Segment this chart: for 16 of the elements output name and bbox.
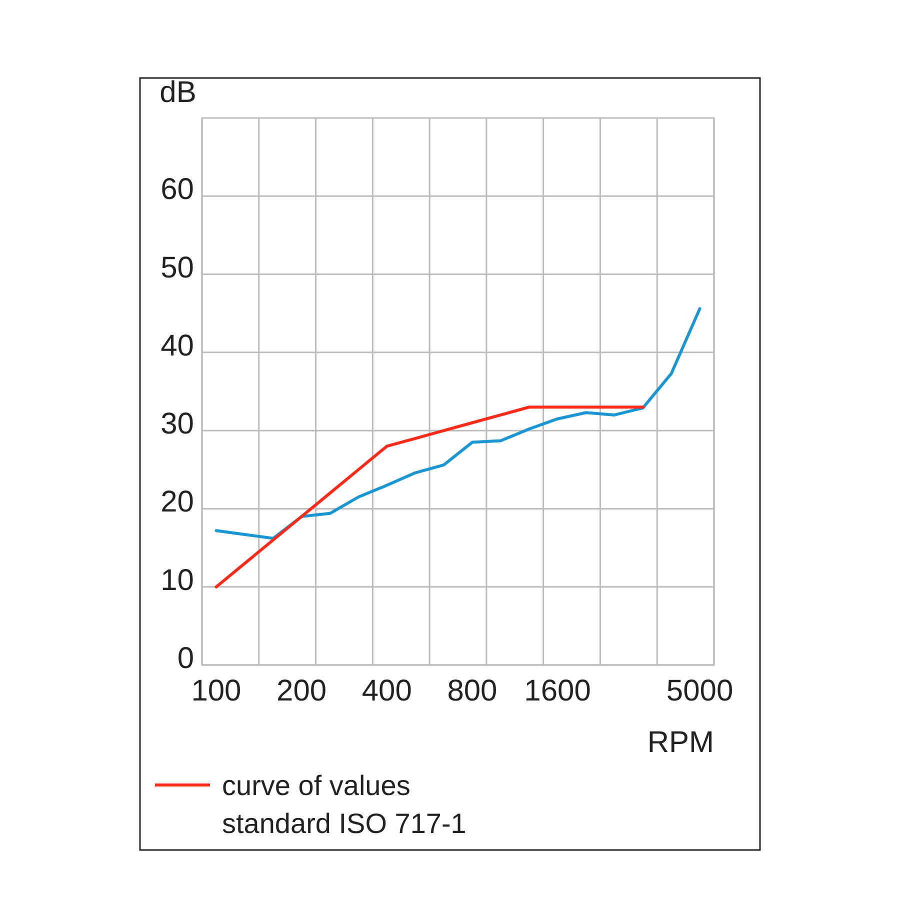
y-tick-label: 0 (177, 642, 194, 675)
y-axis-title: dB (160, 76, 196, 109)
y-tick-label: 40 (160, 329, 194, 362)
x-tick-label: 1600 (524, 674, 591, 708)
x-tick-label: 400 (362, 674, 412, 708)
x-tick-label: 100 (191, 674, 242, 708)
x-tick-label: 800 (447, 674, 498, 708)
y-tick-label: 50 (160, 251, 194, 284)
x-axis-title: RPM (647, 726, 714, 759)
y-tick-label: 30 (160, 408, 194, 441)
legend-label: curve of values standard ISO 717-1 (222, 770, 466, 839)
y-tick-label: 20 (160, 486, 194, 519)
x-tick-label: 5000 (666, 674, 734, 708)
y-tick-label: 60 (160, 173, 194, 206)
y-tick-label: 10 (160, 564, 194, 597)
x-tick-label: 200 (276, 674, 327, 708)
